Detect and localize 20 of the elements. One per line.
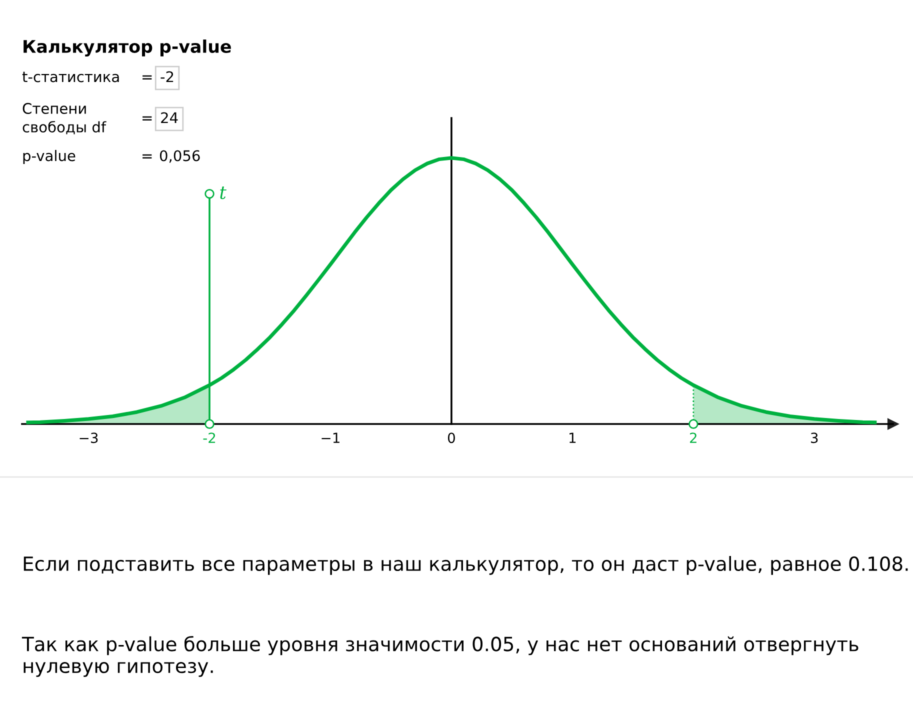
- annotation: 0,056: [160, 150, 200, 163]
- x-tick-label: 0: [448, 432, 455, 444]
- annotation: p-value: [23, 150, 76, 164]
- x-tick-label: −3: [80, 432, 98, 444]
- text: =: [142, 116, 152, 121]
- annotation: =: [142, 154, 152, 159]
- text: =: [142, 75, 152, 80]
- text: 24: [161, 112, 178, 124]
- ref-line-label: t: [220, 186, 226, 200]
- x-tick-label: 3: [811, 432, 818, 444]
- text: t-статистика: [22, 72, 119, 82]
- x-tick-label: 2: [690, 432, 696, 443]
- x-tick-label: -2: [203, 432, 216, 443]
- text: Степени свободы df: [22, 102, 106, 134]
- text: Если подставить все параметры в наш калькулятор, то он даст p-value, равное 0.108.: [24, 556, 908, 575]
- chart-title: Калькулятор p-value: [24, 40, 231, 56]
- x-tick-label: −1: [322, 432, 340, 443]
- text: Так как p-value больше уровня значимости 0.05, у нас нет оснований отвергнуть нулевую гипотезу.: [22, 636, 858, 677]
- text: -2: [160, 71, 174, 82]
- x-tick-label: 1: [570, 432, 576, 443]
